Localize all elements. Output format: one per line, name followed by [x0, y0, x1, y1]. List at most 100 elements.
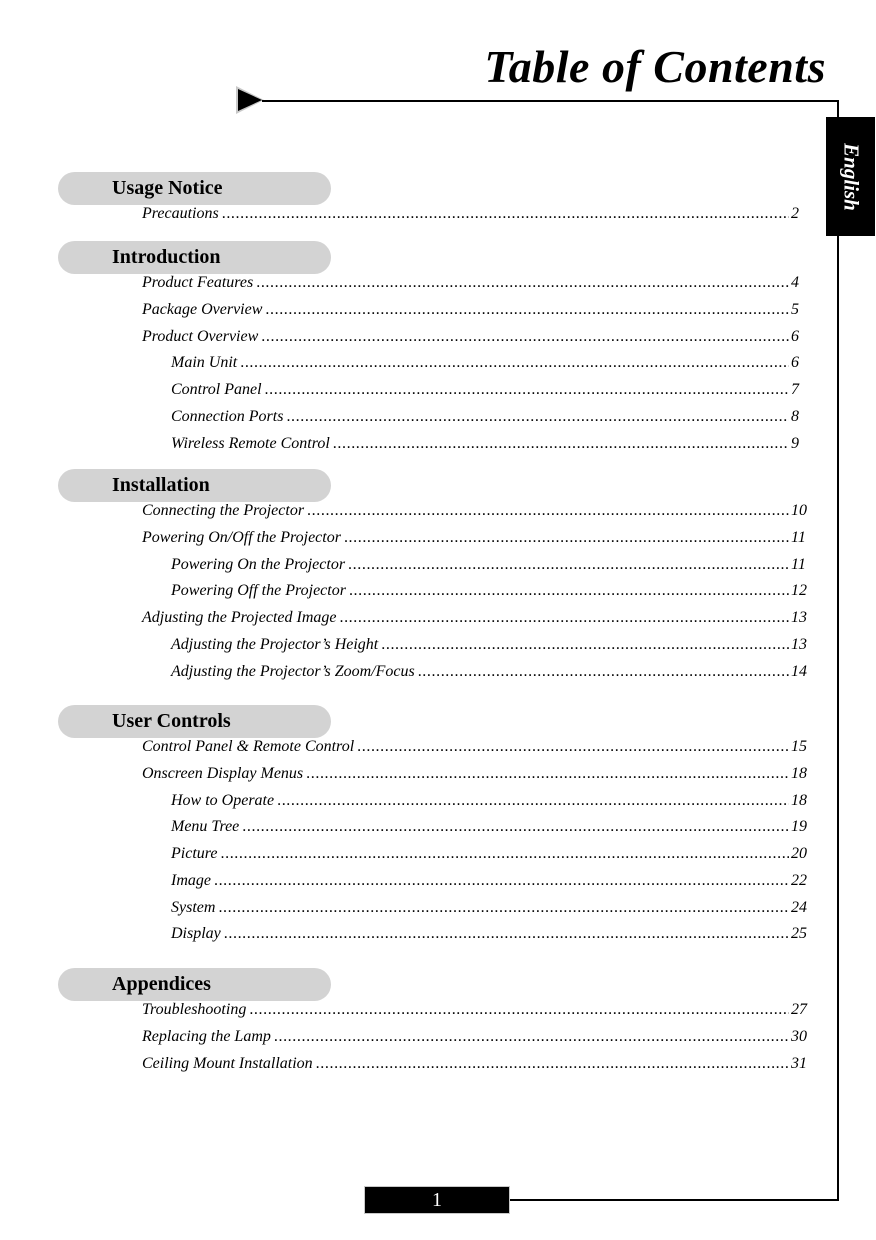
section-heading: Introduction: [58, 241, 331, 274]
entry-page: 6: [791, 327, 799, 345]
dot-leader: ........................................…: [220, 845, 790, 862]
entry-page: 8: [791, 407, 799, 425]
entry-page: 25: [791, 925, 807, 943]
entry-label: Control Panel: [171, 381, 262, 398]
entry-page: 6: [791, 354, 799, 372]
toc-entry[interactable]: Connection Ports........................…: [0, 406, 821, 433]
entry-page: 18: [791, 764, 807, 782]
dot-leader: ........................................…: [332, 434, 789, 452]
entry-label: Product Features: [142, 274, 254, 291]
toc-entry[interactable]: Wireless Remote Control.................…: [0, 433, 821, 460]
toc-entry[interactable]: How to Operate..........................…: [0, 790, 821, 817]
entry-label: Ceiling Mount Installation: [142, 1054, 313, 1072]
toc-entry[interactable]: Package Overview........................…: [0, 299, 821, 326]
toc-entry[interactable]: Menu Tree...............................…: [0, 816, 821, 843]
footer-rule: [510, 1199, 839, 1201]
dot-leader: ........................................…: [242, 818, 789, 836]
entry-page: 12: [791, 582, 807, 600]
dot-leader: ........................................…: [265, 300, 789, 318]
toc-entry[interactable]: Connecting the Projector................…: [0, 500, 821, 527]
entry-label: Adjusting the Projector’s Zoom/Focus: [171, 662, 415, 680]
entry-label: Control Panel & Remote Control: [142, 738, 355, 755]
toc-entry[interactable]: Adjusting the Projected Image...........…: [0, 607, 821, 634]
entry-page: 7: [791, 381, 799, 398]
entry-page: 10: [791, 502, 807, 519]
entry-page: 30: [791, 1027, 807, 1045]
entry-page: 15: [791, 738, 807, 755]
dot-leader: ........................................…: [249, 1001, 789, 1018]
toc-entry[interactable]: Control Panel...........................…: [0, 379, 821, 406]
toc-entry[interactable]: Display.................................…: [0, 923, 821, 950]
entry-label: Onscreen Display Menus: [142, 764, 304, 782]
dot-leader: ........................................…: [273, 1027, 789, 1045]
entry-label: Powering On/Off the Projector: [142, 528, 341, 546]
toc-entry[interactable]: Picture.................................…: [0, 843, 821, 870]
entry-page: 27: [791, 1001, 807, 1018]
entry-label: Adjusting the Projector’s Height: [171, 635, 379, 653]
toc-entry[interactable]: Ceiling Mount Installation..............…: [0, 1053, 821, 1080]
dot-leader: ........................................…: [315, 1054, 789, 1072]
toc-entry[interactable]: System..................................…: [0, 897, 821, 924]
toc-entry[interactable]: Powering On/Off the Projector...........…: [0, 527, 821, 554]
dot-leader: ........................................…: [381, 635, 789, 653]
section-heading: Appendices: [58, 968, 331, 1001]
entry-list: Connecting the Projector................…: [0, 500, 821, 687]
entry-page: 24: [791, 898, 807, 916]
page-title: Table of Contents: [484, 41, 826, 92]
entry-page: 4: [791, 274, 799, 291]
toc-entry[interactable]: Product Overview........................…: [0, 326, 821, 353]
page-number: 1: [364, 1186, 510, 1214]
toc-entry[interactable]: Control Panel & Remote Control..........…: [0, 736, 821, 763]
dot-leader: ........................................…: [261, 327, 789, 345]
entry-list: Control Panel & Remote Control..........…: [0, 736, 821, 950]
entry-label: Display: [171, 925, 221, 943]
dot-leader: ........................................…: [223, 925, 789, 943]
toc-entry[interactable]: Image...................................…: [0, 870, 821, 897]
entry-page: 14: [791, 662, 807, 680]
dot-leader: ........................................…: [221, 205, 789, 222]
entry-label: Image: [171, 871, 211, 889]
toc-entry[interactable]: Main Unit...............................…: [0, 352, 821, 379]
entry-page: 20: [791, 845, 807, 862]
toc-entry[interactable]: Replacing the Lamp......................…: [0, 1026, 821, 1053]
section-heading: User Controls: [58, 705, 331, 738]
entry-page: 13: [791, 635, 807, 653]
entry-page: 9: [791, 434, 799, 452]
toc-entry[interactable]: Powering On the Projector...............…: [0, 554, 821, 581]
entry-label: Package Overview: [142, 300, 263, 318]
dot-leader: ........................................…: [286, 407, 789, 425]
entry-label: Troubleshooting: [142, 1001, 247, 1018]
entry-label: Powering Off the Projector: [171, 582, 346, 600]
entry-list: Troubleshooting.........................…: [0, 999, 821, 1079]
toc-entry[interactable]: Onscreen Display Menus..................…: [0, 763, 821, 790]
header-rule: [262, 100, 839, 102]
dot-leader: ........................................…: [256, 274, 789, 291]
dot-leader: ........................................…: [357, 738, 789, 755]
entry-page: 2: [791, 205, 799, 222]
entry-label: Adjusting the Projected Image: [142, 609, 337, 626]
entry-label: Precautions: [142, 205, 219, 222]
entry-label: Product Overview: [142, 327, 259, 345]
dot-leader: ........................................…: [343, 528, 789, 546]
entry-page: 11: [791, 555, 806, 573]
entry-page: 31: [791, 1054, 807, 1072]
dot-leader: ........................................…: [307, 502, 789, 519]
dot-leader: ........................................…: [339, 609, 789, 626]
entry-label: System: [171, 898, 216, 916]
entry-label: Wireless Remote Control: [171, 434, 330, 452]
toc-entry[interactable]: Troubleshooting.........................…: [0, 999, 821, 1026]
entry-page: 13: [791, 609, 807, 626]
section-heading: Installation: [58, 469, 331, 502]
dot-leader: ........................................…: [348, 555, 789, 573]
toc-entry[interactable]: Adjusting the Projector’s Zoom/Focus....…: [0, 661, 821, 688]
language-tab: English: [826, 117, 875, 236]
toc-entry[interactable]: Adjusting the Projector’s Height........…: [0, 634, 821, 661]
entry-label: Main Unit: [171, 354, 238, 372]
dot-leader: ........................................…: [277, 791, 789, 809]
toc-entry[interactable]: Precautions.............................…: [0, 203, 821, 230]
dot-leader: ........................................…: [417, 662, 789, 680]
toc-entry[interactable]: Product Features........................…: [0, 272, 821, 299]
dot-leader: ........................................…: [348, 582, 789, 600]
entry-label: How to Operate: [171, 791, 275, 809]
toc-entry[interactable]: Powering Off the Projector..............…: [0, 580, 821, 607]
